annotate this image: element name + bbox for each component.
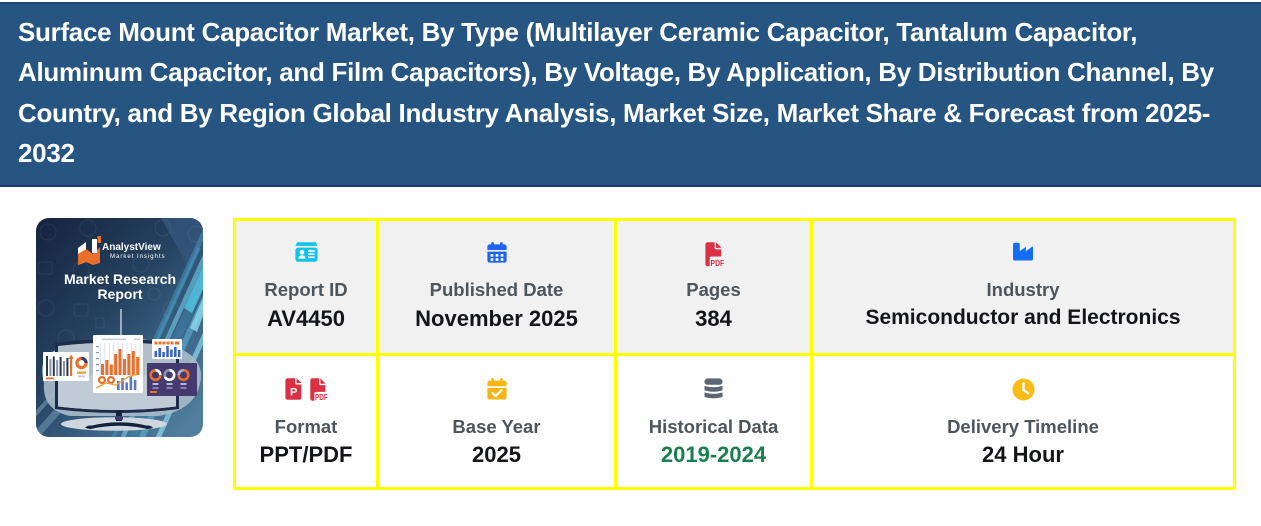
svg-text:Market Insights: Market Insights	[110, 253, 165, 260]
svg-text:Market Research: Market Research	[64, 271, 176, 287]
svg-text:PDF: PDF	[314, 392, 327, 401]
svg-text:AnalystView: AnalystView	[102, 242, 161, 253]
svg-text:Report: Report	[97, 286, 142, 302]
svg-text:P: P	[290, 386, 297, 398]
svg-text:PDF: PDF	[711, 258, 725, 267]
